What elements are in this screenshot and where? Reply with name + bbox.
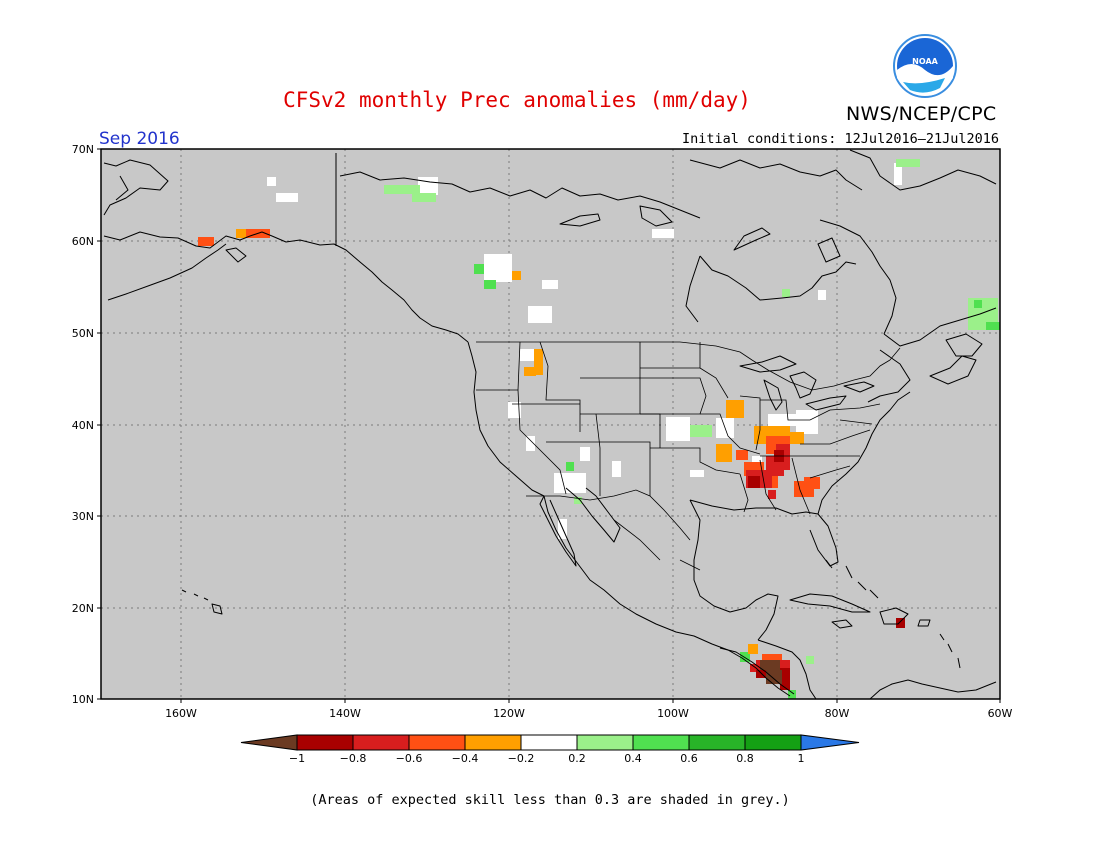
lat-label: 10N xyxy=(72,693,94,706)
tick-marks xyxy=(97,148,1001,703)
map-title: CFSv2 monthly Prec anomalies (mm/day) xyxy=(0,88,1100,112)
colorbar-swatch xyxy=(352,734,410,751)
colorbar-label: 0.4 xyxy=(624,752,642,765)
lon-label: 140W xyxy=(329,707,361,720)
colorbar-label: 0.2 xyxy=(568,752,586,765)
target-month: Sep 2016 xyxy=(99,129,180,149)
colorbar-swatch xyxy=(632,734,690,751)
colorbar-label: −0.4 xyxy=(452,752,479,765)
graticule xyxy=(101,149,1000,699)
lon-label: 60W xyxy=(988,707,1013,720)
latitude-labels: 70N 60N 50N 40N 30N 20N 10N xyxy=(72,143,94,706)
lat-label: 40N xyxy=(72,419,94,432)
colorbar-arrow-high xyxy=(800,734,860,751)
lon-label: 120W xyxy=(493,707,525,720)
noaa-logo-text: NOAA xyxy=(912,57,938,66)
colorbar-swatch xyxy=(520,734,578,751)
lat-label: 60N xyxy=(72,235,94,248)
colorbar-swatch xyxy=(688,734,746,751)
colorbar-label: −1 xyxy=(289,752,305,765)
colorbar-label: −0.6 xyxy=(396,752,423,765)
colorbar xyxy=(240,734,860,751)
lon-label: 100W xyxy=(657,707,689,720)
colorbar-swatch xyxy=(296,734,354,751)
colorbar-label: −0.2 xyxy=(508,752,535,765)
colorbar-swatch xyxy=(576,734,634,751)
lat-label: 50N xyxy=(72,327,94,340)
agency-label: NWS/NCEP/CPC xyxy=(846,103,997,125)
map-frame xyxy=(100,148,1001,700)
colorbar-label: 1 xyxy=(798,752,805,765)
map-title-text: CFSv2 monthly Prec anomalies (mm/day) xyxy=(283,88,751,112)
map-background xyxy=(101,149,1000,699)
colorbar-labels: −1 −0.8 −0.6 −0.4 −0.2 0.2 0.4 0.6 0.8 1 xyxy=(289,752,805,765)
colorbar-label: 0.6 xyxy=(680,752,698,765)
lat-label: 20N xyxy=(72,602,94,615)
initial-conditions: Initial conditions: 12Jul2016–21Jul2016 xyxy=(682,131,999,147)
colorbar-label: 0.8 xyxy=(736,752,754,765)
colorbar-swatch xyxy=(744,734,802,751)
lat-label: 70N xyxy=(72,143,94,156)
colorbar-swatch xyxy=(464,734,522,751)
anomaly-cells xyxy=(198,159,1000,699)
noaa-logo: NOAA xyxy=(893,34,957,98)
footnote: (Areas of expected skill less than 0.3 a… xyxy=(310,792,790,808)
lon-label: 160W xyxy=(165,707,197,720)
lat-label: 30N xyxy=(72,510,94,523)
colorbar-swatch xyxy=(408,734,466,751)
longitude-labels: 160W 140W 120W 100W 80W 60W xyxy=(165,707,1012,720)
colorbar-label: −0.8 xyxy=(340,752,367,765)
lon-label: 80W xyxy=(825,707,850,720)
coastlines xyxy=(103,149,997,700)
colorbar-arrow-low xyxy=(240,734,298,751)
political-borders xyxy=(476,341,901,571)
